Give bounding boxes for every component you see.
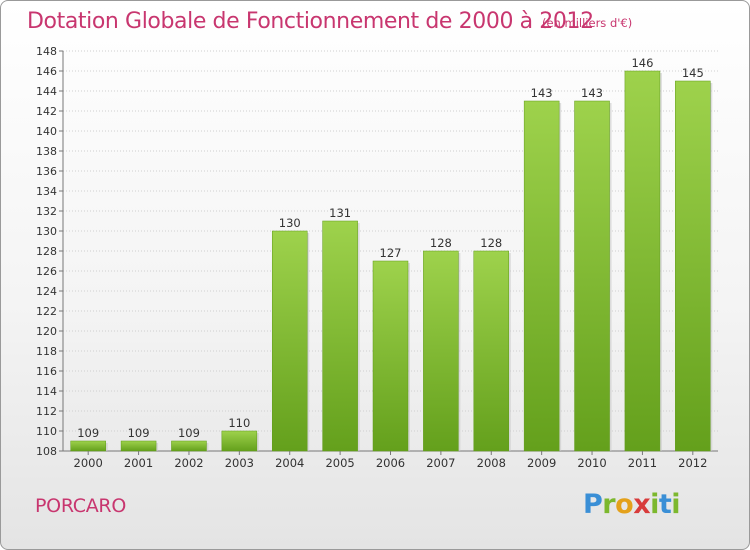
x-tick-label: 2011 <box>628 456 657 470</box>
x-tick-label: 2003 <box>225 456 254 470</box>
data-label: 143 <box>531 86 553 100</box>
data-label: 128 <box>430 236 452 250</box>
data-label: 110 <box>228 416 250 430</box>
x-tick-label: 2002 <box>174 456 203 470</box>
y-tick-label: 140 <box>36 125 57 138</box>
logo-letter: o <box>615 489 634 520</box>
y-tick-label: 112 <box>36 405 57 418</box>
bar <box>523 100 560 452</box>
data-label: 131 <box>329 206 351 220</box>
x-tick-label: 2007 <box>426 456 455 470</box>
proxiti-logo: Proxiti <box>583 489 681 520</box>
y-tick-label: 126 <box>36 265 57 278</box>
data-label: 127 <box>380 246 402 260</box>
x-tick-label: 2012 <box>678 456 707 470</box>
bar <box>574 100 610 452</box>
bar <box>271 230 308 452</box>
y-tick-label: 130 <box>36 225 57 238</box>
y-tick-label: 124 <box>36 285 57 298</box>
y-tick-label: 128 <box>36 245 57 258</box>
logo-letter: P <box>583 489 603 520</box>
chart-subtitle: (en milliers d'€) <box>542 16 633 30</box>
x-tick-label: 2005 <box>325 456 354 470</box>
y-tick-label: 142 <box>36 105 57 118</box>
bar <box>120 440 157 452</box>
data-label: 109 <box>77 426 99 440</box>
data-label: 145 <box>682 66 704 80</box>
bar <box>473 250 510 452</box>
y-tick-label: 120 <box>36 325 57 338</box>
bar <box>423 250 459 452</box>
x-tick-label: 2001 <box>124 456 153 470</box>
x-tick-label: 2004 <box>275 456 304 470</box>
data-label: 128 <box>480 236 502 250</box>
y-tick-label: 116 <box>36 365 57 378</box>
bar <box>70 440 106 452</box>
bar <box>372 260 409 452</box>
x-tick-label: 2000 <box>74 456 103 470</box>
y-tick-label: 108 <box>36 445 57 458</box>
logo-letter: r <box>602 489 616 520</box>
x-tick-label: 2009 <box>527 456 556 470</box>
y-tick-label: 146 <box>36 65 57 78</box>
bar <box>675 80 711 452</box>
data-label: 146 <box>631 56 653 70</box>
logo-letter: i <box>650 489 659 520</box>
y-tick-label: 134 <box>36 185 57 198</box>
bar <box>221 430 258 452</box>
bar <box>322 220 358 452</box>
y-tick-label: 148 <box>36 45 57 58</box>
data-label: 143 <box>581 86 603 100</box>
y-tick-label: 138 <box>36 145 57 158</box>
y-tick-label: 110 <box>36 425 57 438</box>
y-tick-label: 144 <box>36 85 57 98</box>
x-tick-label: 2006 <box>376 456 405 470</box>
data-label: 109 <box>128 426 150 440</box>
data-label: 109 <box>178 426 200 440</box>
x-tick-label: 2008 <box>477 456 506 470</box>
logo-letter: x <box>633 489 651 520</box>
y-tick-label: 136 <box>36 165 57 178</box>
x-tick-label: 2010 <box>577 456 606 470</box>
bar <box>624 70 661 452</box>
commune-name: PORCARO <box>35 495 126 517</box>
y-tick-label: 114 <box>36 385 57 398</box>
y-tick-label: 132 <box>36 205 57 218</box>
chart-title: Dotation Globale de Fonctionnement de 20… <box>27 9 594 34</box>
bar <box>171 440 207 452</box>
y-tick-label: 122 <box>36 305 57 318</box>
logo-letter: t <box>658 489 672 520</box>
logo-letter: i <box>671 489 681 520</box>
y-tick-label: 118 <box>36 345 57 358</box>
data-label: 130 <box>279 216 301 230</box>
